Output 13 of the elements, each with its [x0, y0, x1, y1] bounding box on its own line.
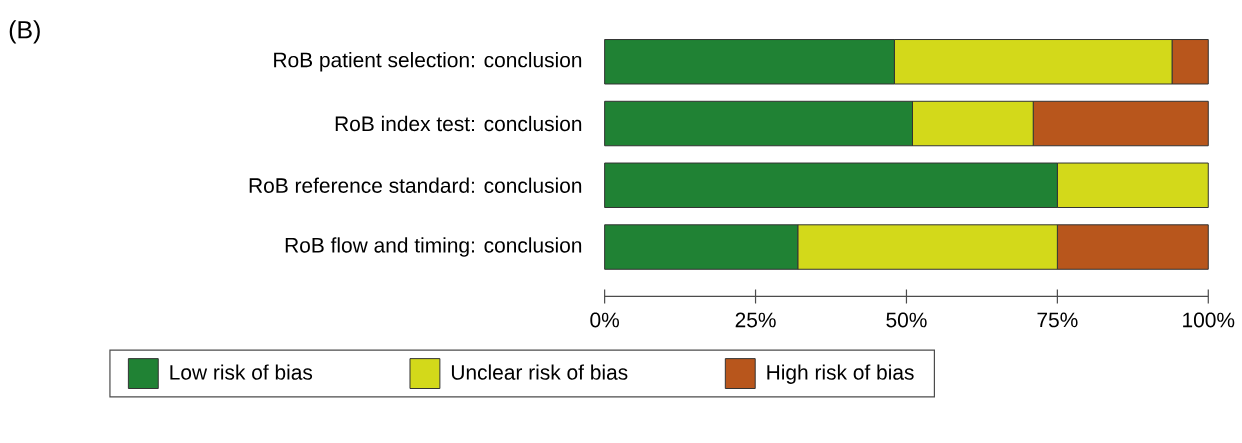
x-tick-label: 50% [886, 312, 927, 328]
legend-label: High risk of bias [767, 364, 914, 384]
text: (B) [9, 20, 40, 44]
x-tick-label: 0% [590, 312, 620, 328]
y-tick-label: RoB reference standard: conclusion [249, 177, 582, 193]
y-tick-label: RoB index test: conclusion [335, 115, 582, 132]
x-tick-label: 25% [735, 312, 776, 328]
y-tick-label: RoB patient selection: conclusion [274, 51, 582, 72]
x-tick-label: 100% [1183, 312, 1235, 328]
legend-label: Unclear risk of bias [451, 364, 628, 380]
legend-label: Low risk of bias [170, 364, 313, 380]
y-tick-label: RoB flow and timing: conclusion [285, 237, 582, 257]
x-tick-label: 75% [1037, 312, 1078, 328]
